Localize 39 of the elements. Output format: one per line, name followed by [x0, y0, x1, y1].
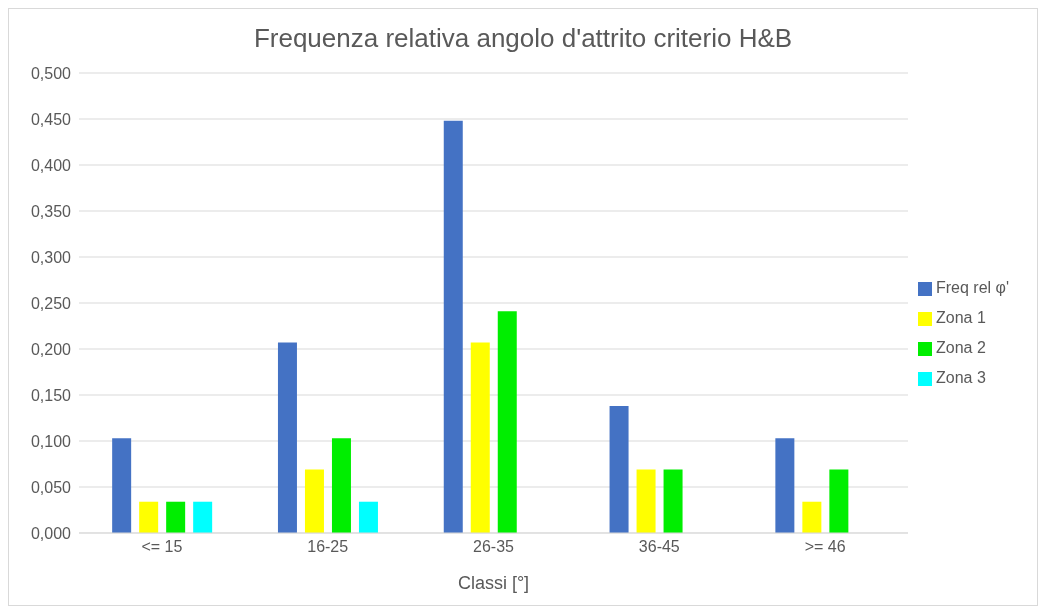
bar: [166, 501, 186, 533]
x-tick-label: >= 46: [804, 538, 846, 556]
y-tick-label: 0,000: [30, 524, 72, 542]
bar: [443, 120, 463, 533]
y-tick-label: 0,400: [30, 156, 72, 174]
bar: [277, 342, 297, 533]
bar: [470, 342, 490, 533]
legend-label: Freq rel φ': [936, 279, 1009, 296]
bar: [193, 501, 213, 533]
y-tick-label: 0,300: [30, 248, 72, 266]
bar: [331, 438, 351, 533]
bar: [802, 501, 822, 533]
y-tick-label: 0,100: [30, 432, 72, 450]
bar: [663, 469, 683, 533]
y-tick-label: 0,250: [30, 294, 72, 312]
bar: [139, 501, 159, 533]
bar: [358, 501, 378, 533]
bar: [609, 406, 629, 533]
legend-label: Zona 1: [936, 309, 986, 326]
legend-label: Zona 3: [936, 369, 986, 386]
bar: [636, 469, 656, 533]
y-tick-label: 0,450: [30, 110, 72, 128]
bar: [829, 469, 849, 533]
bar: [112, 438, 132, 533]
x-tick-label: 16-25: [307, 538, 349, 556]
x-axis-title: Classi [°]: [457, 573, 530, 593]
legend-label: Zona 2: [936, 339, 986, 356]
y-tick-label: 0,200: [30, 340, 72, 358]
y-tick-label: 0,150: [30, 386, 72, 404]
bar: [497, 311, 517, 533]
y-tick-label: 0,350: [30, 202, 72, 220]
x-tick-label: 36-45: [638, 538, 680, 556]
bar: [775, 438, 795, 533]
chart-title: Frequenza relativa angolo d'attrito criterio H&B: [252, 22, 794, 55]
x-tick-label: 26-35: [473, 538, 515, 556]
y-tick-label: 0,050: [30, 478, 72, 496]
bar: [304, 469, 324, 533]
x-tick-label: <= 15: [141, 538, 183, 556]
y-tick-label: 0,500: [30, 64, 72, 82]
